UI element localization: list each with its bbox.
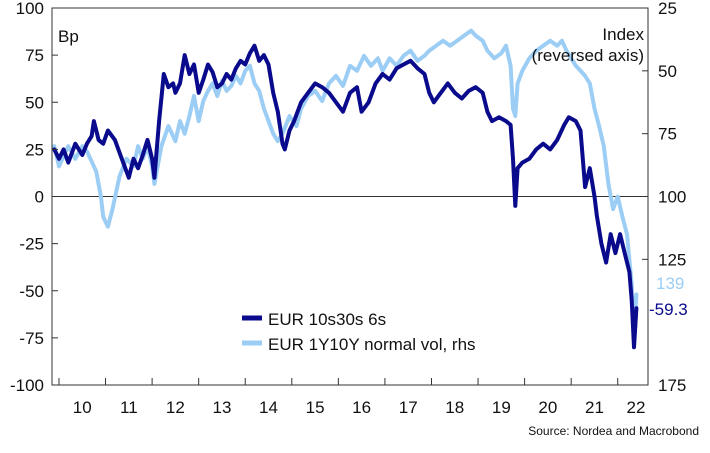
x-tick-label: 11 <box>120 398 138 417</box>
right-tick-label: 75 <box>658 125 677 144</box>
left-tick-label: 25 <box>25 140 44 159</box>
legend-label-series-2: EUR 1Y10Y normal vol, rhs <box>268 335 476 354</box>
x-tick-label: 13 <box>212 398 231 417</box>
right-axis-label-line1: Index <box>602 25 644 44</box>
legend-label-series-1: EUR 10s30s 6s <box>268 310 386 329</box>
x-tick-label: 14 <box>259 398 278 417</box>
x-tick-label: 20 <box>538 398 557 417</box>
left-tick-label: -100 <box>10 376 44 395</box>
right-axis-label-line2: (reversed axis) <box>532 46 644 65</box>
x-axis: 10 11 12 13 14 15 16 17 18 19 20 21 22 <box>58 378 646 417</box>
x-tick-label: 10 <box>73 398 92 417</box>
x-tick-label: 17 <box>399 398 418 417</box>
left-tick-label: -50 <box>19 282 44 301</box>
left-tick-label: 75 <box>25 46 44 65</box>
right-tick-label: 100 <box>658 188 686 207</box>
left-tick-label: -25 <box>19 235 44 254</box>
x-tick-label: 16 <box>352 398 371 417</box>
x-tick-label: 15 <box>306 398 325 417</box>
x-tick-label: 18 <box>445 398 464 417</box>
source-note: Source: Nordea and Macrobond <box>528 424 699 438</box>
last-value-label-series-1: -59.3 <box>649 300 688 319</box>
x-tick-label: 21 <box>585 398 604 417</box>
left-tick-label: -75 <box>19 329 44 348</box>
right-tick-label: 50 <box>658 62 677 81</box>
right-tick-label: 125 <box>658 250 686 269</box>
x-tick-label: 22 <box>627 398 646 417</box>
right-axis: 25 50 75 100 125 175 <box>642 0 686 395</box>
right-tick-label: 175 <box>658 376 686 395</box>
left-tick-label: 0 <box>35 188 44 207</box>
x-tick-label: 12 <box>166 398 185 417</box>
left-tick-label: 100 <box>16 0 44 18</box>
legend: EUR 10s30s 6s EUR 1Y10Y normal vol, rhs <box>242 310 476 354</box>
right-tick-label: 25 <box>658 0 677 18</box>
series-layer <box>52 28 639 350</box>
left-axis-label: Bp <box>58 27 79 46</box>
series-line-1 <box>52 43 639 350</box>
left-tick-label: 50 <box>25 93 44 112</box>
last-value-label-series-2: 139 <box>656 274 684 293</box>
left-axis: 100 75 50 25 0 -25 -50 -75 -100 <box>10 0 58 395</box>
series-line-2 <box>52 28 639 337</box>
x-tick-label: 19 <box>492 398 511 417</box>
